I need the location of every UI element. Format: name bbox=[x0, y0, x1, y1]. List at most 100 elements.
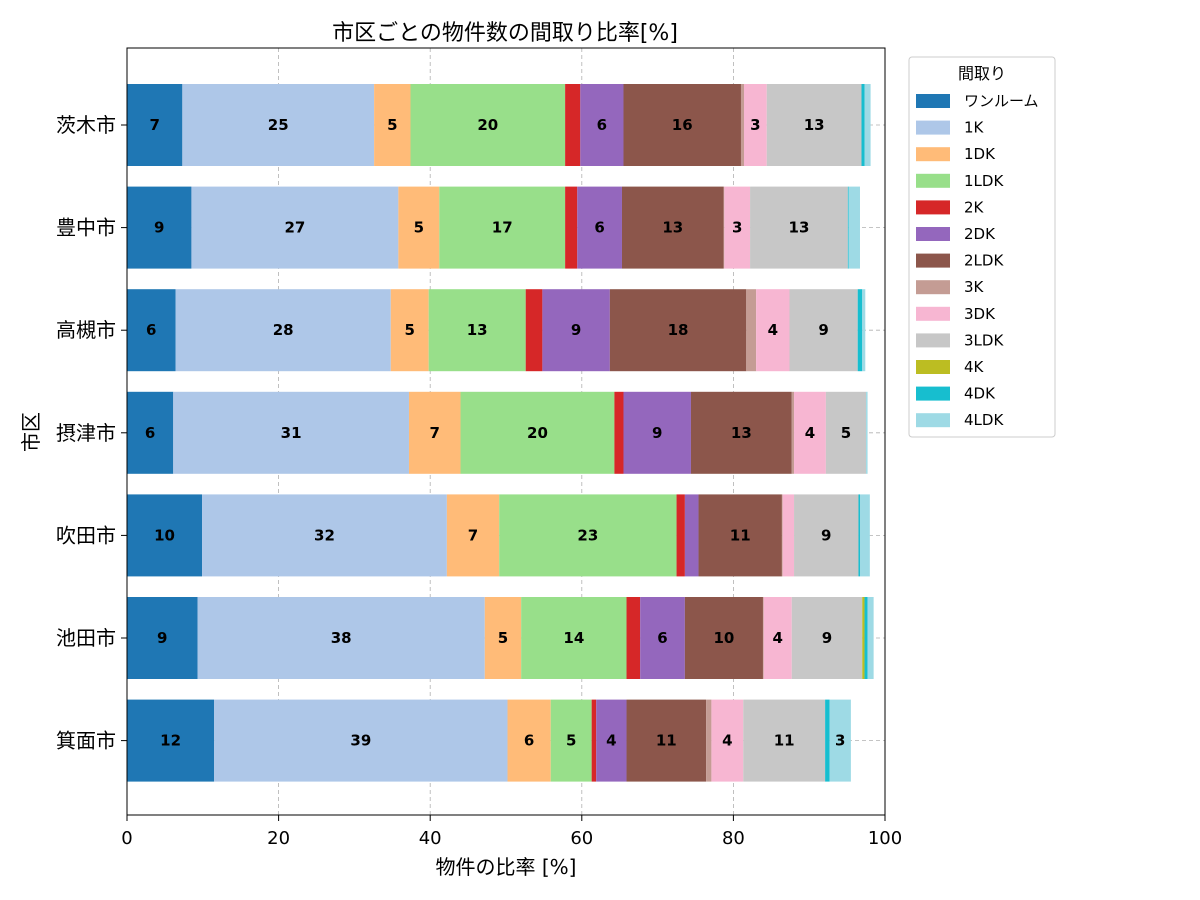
bar-segment bbox=[847, 186, 849, 269]
bar-segment bbox=[609, 289, 747, 372]
bar-segment bbox=[640, 597, 685, 679]
legend-items: ワンルーム 1K 1DK 1LDK 2K 2DK 2LDK 3K 3DK 3LDK 4K 4DK 4LD… bbox=[916, 92, 1039, 429]
bar-value-label: 38 bbox=[331, 629, 352, 647]
bar-value-label: 10 bbox=[154, 526, 175, 544]
bar-segment bbox=[744, 84, 767, 166]
legend-swatch bbox=[916, 200, 950, 215]
bar-segment bbox=[127, 289, 176, 372]
legend-swatch bbox=[916, 360, 950, 374]
bar-segment bbox=[127, 699, 215, 782]
bar-segment bbox=[439, 186, 566, 269]
bar-segment bbox=[848, 186, 860, 269]
bar-segment bbox=[690, 391, 792, 474]
bar-segment bbox=[428, 289, 526, 372]
legend-swatch bbox=[916, 386, 950, 401]
bar-segment bbox=[127, 391, 174, 474]
x-tick-label: 100 bbox=[868, 828, 902, 849]
bar-segment bbox=[756, 289, 790, 372]
bar-value-label: 7 bbox=[149, 116, 159, 134]
bar-segment bbox=[740, 84, 745, 166]
bar-value-label: 3 bbox=[750, 116, 760, 134]
legend-entry-label: 1LDK bbox=[964, 172, 1004, 190]
legend-title: 間取り bbox=[958, 64, 1006, 83]
bar-segment bbox=[591, 699, 597, 782]
bar-segment bbox=[763, 597, 792, 679]
bar-segment bbox=[127, 597, 198, 679]
bar-segment bbox=[724, 186, 751, 269]
bar-segment bbox=[614, 391, 624, 474]
bar-segment bbox=[408, 391, 461, 474]
bar-segment bbox=[550, 699, 592, 782]
bar-segment bbox=[623, 84, 741, 166]
bar-segment bbox=[398, 186, 440, 269]
bar-value-label: 27 bbox=[284, 219, 305, 237]
bar-value-label: 10 bbox=[713, 629, 734, 647]
bar-value-label: 9 bbox=[157, 629, 167, 647]
legend-swatch bbox=[916, 280, 950, 295]
bar-segment bbox=[390, 289, 429, 372]
bar-value-label: 5 bbox=[387, 116, 397, 134]
legend-entry-label: 2K bbox=[964, 198, 985, 216]
bar-segment bbox=[623, 391, 691, 474]
bar-value-label: 9 bbox=[821, 526, 831, 544]
legend-swatch bbox=[916, 173, 950, 188]
bar-segment bbox=[684, 494, 699, 577]
bar-segment bbox=[858, 494, 860, 577]
bar-value-label: 20 bbox=[527, 424, 548, 442]
legend-entry-label: 2DK bbox=[964, 225, 996, 243]
bar-segment bbox=[866, 391, 868, 474]
bar-segment bbox=[191, 186, 399, 269]
bar-segment bbox=[507, 699, 551, 782]
bar-segment bbox=[374, 84, 411, 166]
legend-entry-label: 4K bbox=[964, 358, 985, 376]
bar-value-label: 6 bbox=[597, 116, 607, 134]
legend-swatch bbox=[916, 227, 950, 241]
legend-swatch bbox=[916, 413, 950, 428]
bar-value-label: 5 bbox=[566, 732, 576, 750]
bar-value-label: 13 bbox=[804, 116, 825, 134]
legend-entry-label: 3K bbox=[964, 278, 985, 296]
bar-segment bbox=[794, 494, 859, 577]
bar-value-label: 23 bbox=[577, 526, 598, 544]
bar-segment bbox=[791, 597, 863, 679]
bar-value-label: 12 bbox=[160, 732, 181, 750]
bar-segment bbox=[565, 186, 578, 269]
bar-value-label: 9 bbox=[822, 629, 832, 647]
x-tick-label: 60 bbox=[570, 828, 593, 849]
bar-segment bbox=[676, 494, 685, 577]
bar-segment bbox=[577, 186, 622, 269]
bar-value-label: 4 bbox=[805, 424, 815, 442]
bar-value-label: 3 bbox=[732, 219, 742, 237]
bar-segment bbox=[762, 597, 764, 679]
bar-segment bbox=[706, 699, 712, 782]
bar-segment bbox=[864, 84, 871, 166]
legend-frame bbox=[908, 56, 1056, 438]
bar-segment bbox=[861, 84, 865, 166]
bar-value-label: 6 bbox=[594, 219, 604, 237]
x-tick-label: 0 bbox=[121, 828, 132, 849]
bar-value-label: 5 bbox=[498, 629, 508, 647]
bar-segment bbox=[626, 597, 641, 679]
bar-segment bbox=[862, 597, 865, 679]
bar-value-label: 25 bbox=[268, 116, 289, 134]
bar-segment bbox=[711, 699, 744, 782]
bar-value-label: 9 bbox=[154, 219, 164, 237]
y-category-label: 摂津市 bbox=[56, 421, 116, 445]
bar-value-label: 16 bbox=[672, 116, 693, 134]
bar-value-label: 14 bbox=[563, 629, 584, 647]
x-axis-label: 物件の比率 [%] bbox=[436, 855, 577, 879]
bar-segment bbox=[542, 289, 610, 372]
legend: 間取り ワンルーム 1K 1DK 1LDK 2K 2DK 2LDK 3K 3DK 3LDK 4K 4D… bbox=[908, 56, 1056, 438]
bar-segment bbox=[794, 391, 826, 474]
bar-value-label: 13 bbox=[467, 321, 488, 339]
bar-segment bbox=[698, 494, 782, 577]
y-category-label: 箕面市 bbox=[56, 729, 116, 753]
legend-entry-label: 4LDK bbox=[964, 411, 1004, 429]
bar-segment bbox=[789, 289, 858, 372]
bar-segment bbox=[521, 597, 627, 679]
y-category-label: 豊中市 bbox=[56, 216, 116, 240]
bars-layer bbox=[127, 84, 874, 782]
x-tick-label: 80 bbox=[722, 828, 745, 849]
